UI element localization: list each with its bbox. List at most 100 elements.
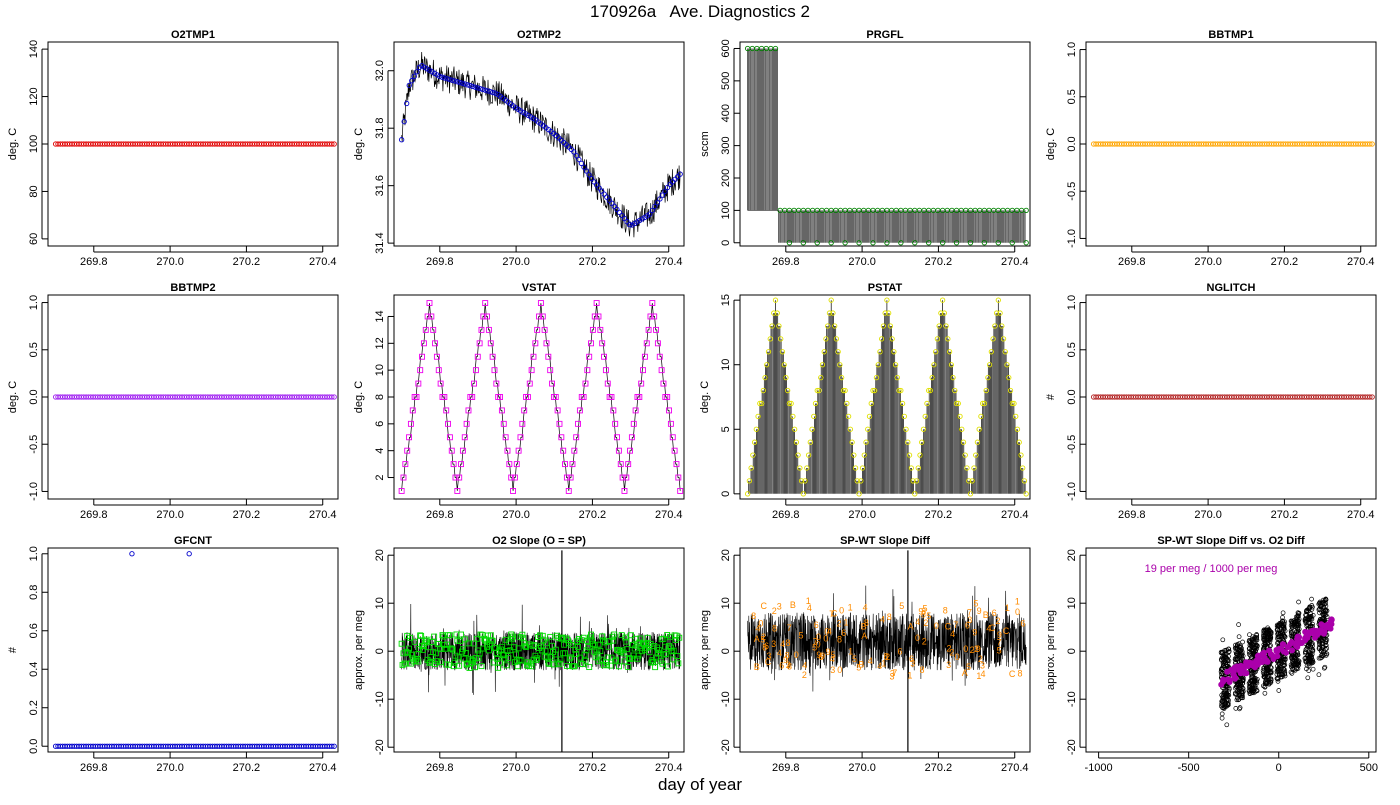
data-point [1006, 374, 1012, 381]
panel-bbtmp2: BBTMP2 deg. C 269.8 270.0 270.2 270.4 -1.0 -0.5… [7, 282, 339, 521]
data-point [1294, 616, 1299, 622]
data-marker: 5 [922, 604, 927, 614]
series-o2tmp2 [398, 51, 683, 238]
y-tick-label: 0 [720, 240, 732, 246]
data-point [1225, 697, 1231, 702]
data-point [421, 639, 428, 646]
data-point [1268, 636, 1274, 641]
data-point [563, 474, 570, 481]
data-point [645, 326, 652, 333]
data-marker: 6 [818, 652, 823, 662]
figure-title: 170926a Ave. Diagnostics 2 [590, 2, 810, 21]
data-point [473, 635, 480, 642]
data-point [1275, 679, 1281, 684]
data-point [1265, 625, 1271, 631]
data-point [865, 426, 871, 432]
data-point [907, 207, 913, 214]
data-point [1262, 643, 1268, 649]
data-point [482, 300, 489, 307]
data-point [861, 207, 867, 214]
data-point [1303, 649, 1308, 655]
data-point [1322, 612, 1328, 618]
data-point [1014, 426, 1021, 432]
data-point [1000, 207, 1006, 214]
data-point [474, 647, 481, 654]
y-tick-label: 0.2 [28, 700, 40, 715]
data-point [673, 461, 680, 468]
data-point [997, 310, 1003, 316]
data-point [514, 663, 521, 670]
data-point [437, 380, 444, 387]
data-point [1219, 701, 1225, 707]
data-point [585, 644, 592, 651]
y-tick-label: 10 [720, 359, 732, 371]
data-point [619, 212, 625, 219]
data-point [877, 349, 883, 355]
data-point [1278, 665, 1283, 671]
data-point [406, 434, 413, 441]
x-tick-label: 269.8 [772, 256, 800, 268]
data-point [882, 310, 888, 316]
data-point [884, 297, 890, 303]
data-marker: 6 [841, 628, 846, 638]
data-point [981, 240, 988, 246]
data-point [1223, 662, 1229, 667]
data-point [837, 207, 844, 214]
plot-frame [47, 41, 339, 247]
x-tick-label: 269.8 [80, 509, 108, 521]
data-marker: 2 [786, 660, 791, 670]
plot-frame [393, 294, 685, 500]
data-point [508, 474, 515, 481]
y-tick-label: -10 [720, 691, 732, 707]
fit-point [1273, 647, 1280, 654]
data-point [785, 387, 791, 394]
data-point [495, 664, 502, 671]
data-point [875, 362, 881, 368]
data-point [1305, 644, 1310, 650]
y-tick-label: 0.5 [1066, 342, 1078, 357]
data-point [663, 650, 670, 657]
data-point [1296, 611, 1301, 617]
data-point [990, 336, 996, 342]
data-point [995, 240, 1001, 246]
data-point [1002, 349, 1008, 355]
y-tick-label: 15 [720, 294, 732, 306]
data-point [398, 640, 405, 647]
data-point [538, 647, 545, 654]
data-point [1310, 641, 1315, 646]
data-point [601, 353, 607, 360]
data-point [946, 349, 953, 355]
data-point [1021, 478, 1028, 484]
data-point [1305, 608, 1311, 614]
plot-area [398, 300, 684, 494]
data-point [666, 407, 672, 414]
data-marker: 4 [880, 615, 885, 625]
data-marker: 5 [997, 645, 1002, 655]
data-point [854, 478, 860, 484]
data-point [774, 310, 780, 316]
data-point [832, 323, 838, 329]
data-point [670, 647, 677, 654]
data-marker: 8 [762, 643, 767, 653]
y-tick-label: 10 [720, 597, 732, 609]
data-point [415, 380, 422, 387]
data-point [465, 407, 472, 414]
data-point [812, 400, 819, 407]
data-point [1317, 617, 1323, 622]
data-point [422, 638, 429, 644]
y-tick-label: 400 [720, 104, 732, 122]
data-point [856, 491, 862, 497]
fit-point [1302, 628, 1309, 635]
data-point [1247, 691, 1253, 697]
data-point [402, 660, 409, 667]
data-point [652, 203, 658, 210]
data-point [597, 326, 604, 333]
data-point [889, 336, 895, 342]
x-tick-label: 500 [1360, 762, 1378, 774]
data-point [478, 326, 485, 333]
data-point [636, 394, 643, 400]
data-point [407, 420, 414, 427]
data-marker: 0 [816, 632, 821, 642]
